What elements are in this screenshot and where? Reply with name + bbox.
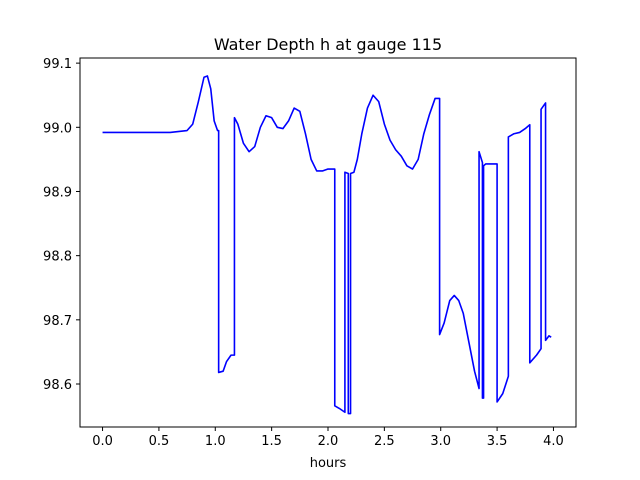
y-tick-label: 98.9 (43, 185, 72, 200)
x-tick-label: 0.0 (92, 434, 113, 449)
x-tick-label: 3.5 (487, 434, 508, 449)
x-tick-label: 2.5 (374, 434, 395, 449)
series-layer (102, 75, 552, 415)
x-tick-label: 3.0 (430, 434, 451, 449)
x-tick-label: 0.5 (149, 434, 170, 449)
x-tick-label: 4.0 (543, 434, 564, 449)
chart-title: Water Depth h at gauge 115 (214, 35, 442, 54)
y-tick-label: 98.8 (43, 250, 72, 265)
series-line-0 (102, 75, 552, 415)
y-tick-label: 99.0 (43, 121, 72, 136)
x-axis: 0.0 0.5 1.0 1.5 2.0 2.5 3.0 3.5 4.0 (92, 427, 564, 449)
x-axis-label: hours (310, 456, 347, 471)
y-axis: 98.6 98.7 98.8 98.9 99.0 99.1 (43, 57, 80, 393)
y-tick-label: 98.7 (43, 314, 72, 329)
x-tick-label: 1.5 (261, 434, 282, 449)
y-tick-label: 99.1 (43, 57, 72, 72)
x-tick-label: 1.0 (205, 434, 226, 449)
y-tick-label: 98.6 (43, 378, 72, 393)
x-tick-label: 2.0 (318, 434, 339, 449)
